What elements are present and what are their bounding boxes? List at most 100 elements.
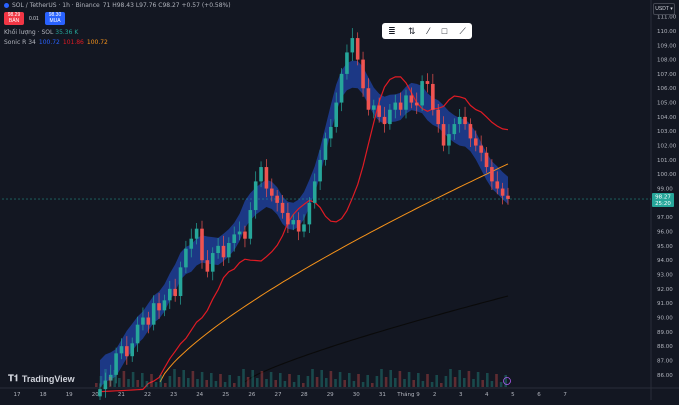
volume-bar	[177, 377, 181, 387]
volume-bar	[251, 370, 254, 387]
candle-body	[205, 260, 210, 272]
currency-selector[interactable]: USDT ▾	[653, 3, 675, 15]
candle-body	[237, 231, 242, 235]
candle-body	[248, 210, 253, 239]
candle-body	[339, 73, 344, 103]
volume-bar	[187, 378, 190, 387]
volume-bar	[380, 369, 383, 387]
x-tick-label: 17	[14, 392, 21, 398]
sell-button[interactable]: 98.29 BÁN	[4, 12, 24, 25]
volume-bar	[467, 371, 471, 387]
candle-body	[457, 116, 462, 125]
candle-body	[167, 288, 172, 301]
volume-bar	[357, 374, 360, 387]
volume-bar	[403, 379, 406, 387]
x-tick-label: 31	[379, 392, 386, 398]
drawing-toolbar[interactable]: ≣ ⇅ ⁄ □ ⟋	[382, 23, 472, 39]
candle-body	[243, 231, 247, 239]
candle-body	[221, 245, 226, 258]
volume-bar	[214, 381, 218, 387]
candle-body	[125, 346, 129, 357]
buy-button[interactable]: 98.30 MUA	[45, 12, 65, 25]
candle-body	[452, 124, 457, 135]
x-tick-label: 5	[511, 392, 515, 398]
y-tick-label: 106.00	[657, 86, 677, 92]
y-tick-label: 110.00	[657, 29, 677, 35]
buy-price: 98.30	[48, 12, 62, 18]
volume-bar	[131, 372, 135, 387]
line-icon[interactable]: ⟋	[459, 25, 466, 36]
event-marker-icon	[503, 377, 511, 385]
volume-bar	[486, 373, 489, 387]
y-tick-label: 111.00	[657, 15, 677, 21]
volume-bar	[426, 374, 429, 387]
ruler-icon[interactable]: ≣	[388, 25, 396, 36]
candle-body	[393, 102, 398, 110]
x-tick-label: 25	[222, 392, 229, 398]
volume-bar	[95, 383, 98, 387]
candle-body	[184, 248, 188, 268]
symbol-title[interactable]: SOL / TetherUS · 1h · Binance	[12, 2, 100, 9]
volume-bar	[246, 377, 250, 387]
rect-icon[interactable]: □	[441, 26, 448, 36]
candle-body	[119, 346, 124, 354]
volume-bar	[412, 380, 415, 387]
volume-bar	[233, 383, 236, 387]
volume-bar	[371, 383, 374, 387]
volume-bar	[481, 380, 484, 387]
volume-bar	[435, 375, 438, 387]
volume-bar	[306, 376, 310, 387]
candle-body	[253, 181, 258, 211]
candle-body	[323, 138, 328, 160]
y-tick-label: 102.00	[657, 144, 677, 150]
candle-body	[345, 52, 349, 74]
candle-body	[264, 167, 269, 189]
candle-body	[431, 83, 435, 110]
ma-legend[interactable]: Sonic R 34 100.72 101.86 100.72	[4, 39, 108, 46]
volume-bar	[228, 375, 231, 387]
volume-label: Khối lượng · SOL	[4, 29, 54, 36]
volume-bar	[279, 373, 282, 387]
y-tick-label: 109.00	[657, 43, 677, 49]
volume-bar	[173, 369, 176, 387]
candle-body	[441, 124, 446, 146]
candle-body	[414, 102, 419, 106]
sell-label: BÁN	[8, 18, 20, 24]
volume-bar	[389, 370, 392, 387]
candle-body	[506, 195, 510, 200]
tradingview-logo[interactable]: 𝐓𝟏 TradingView	[8, 373, 75, 384]
candle-body	[98, 389, 102, 397]
volume-bar	[348, 373, 351, 387]
x-tick-label: 30	[353, 392, 360, 398]
brush-icon[interactable]: ⁄	[427, 26, 430, 36]
candle-body	[189, 238, 194, 249]
volume-bar	[288, 374, 291, 387]
volume-bar	[338, 372, 342, 387]
candle-body	[398, 102, 403, 110]
volume-bar	[315, 377, 319, 387]
volume-bar	[384, 377, 388, 387]
candle-body	[210, 253, 215, 272]
candle-body	[269, 188, 274, 196]
candle-body	[157, 303, 161, 311]
volume-bar	[260, 371, 264, 387]
candle-body	[382, 116, 387, 125]
volume-bar	[182, 370, 185, 387]
volume-bar	[150, 374, 153, 387]
volume-bar	[205, 380, 208, 387]
candle-body	[307, 202, 312, 225]
volume-bar	[490, 381, 494, 387]
volume-bar	[269, 372, 273, 387]
candle-body	[329, 126, 333, 139]
volume-bar	[200, 372, 204, 387]
volume-bar	[325, 378, 328, 387]
candle-body	[259, 167, 263, 182]
ma-value-2: 101.86	[62, 39, 84, 46]
volume-bar	[375, 376, 379, 387]
volume-legend[interactable]: Khối lượng · SOL 35.36 K	[4, 29, 78, 36]
candle-body	[377, 105, 381, 117]
measure-icon[interactable]: ⇅	[408, 25, 416, 36]
x-tick-label: 19	[66, 392, 73, 398]
